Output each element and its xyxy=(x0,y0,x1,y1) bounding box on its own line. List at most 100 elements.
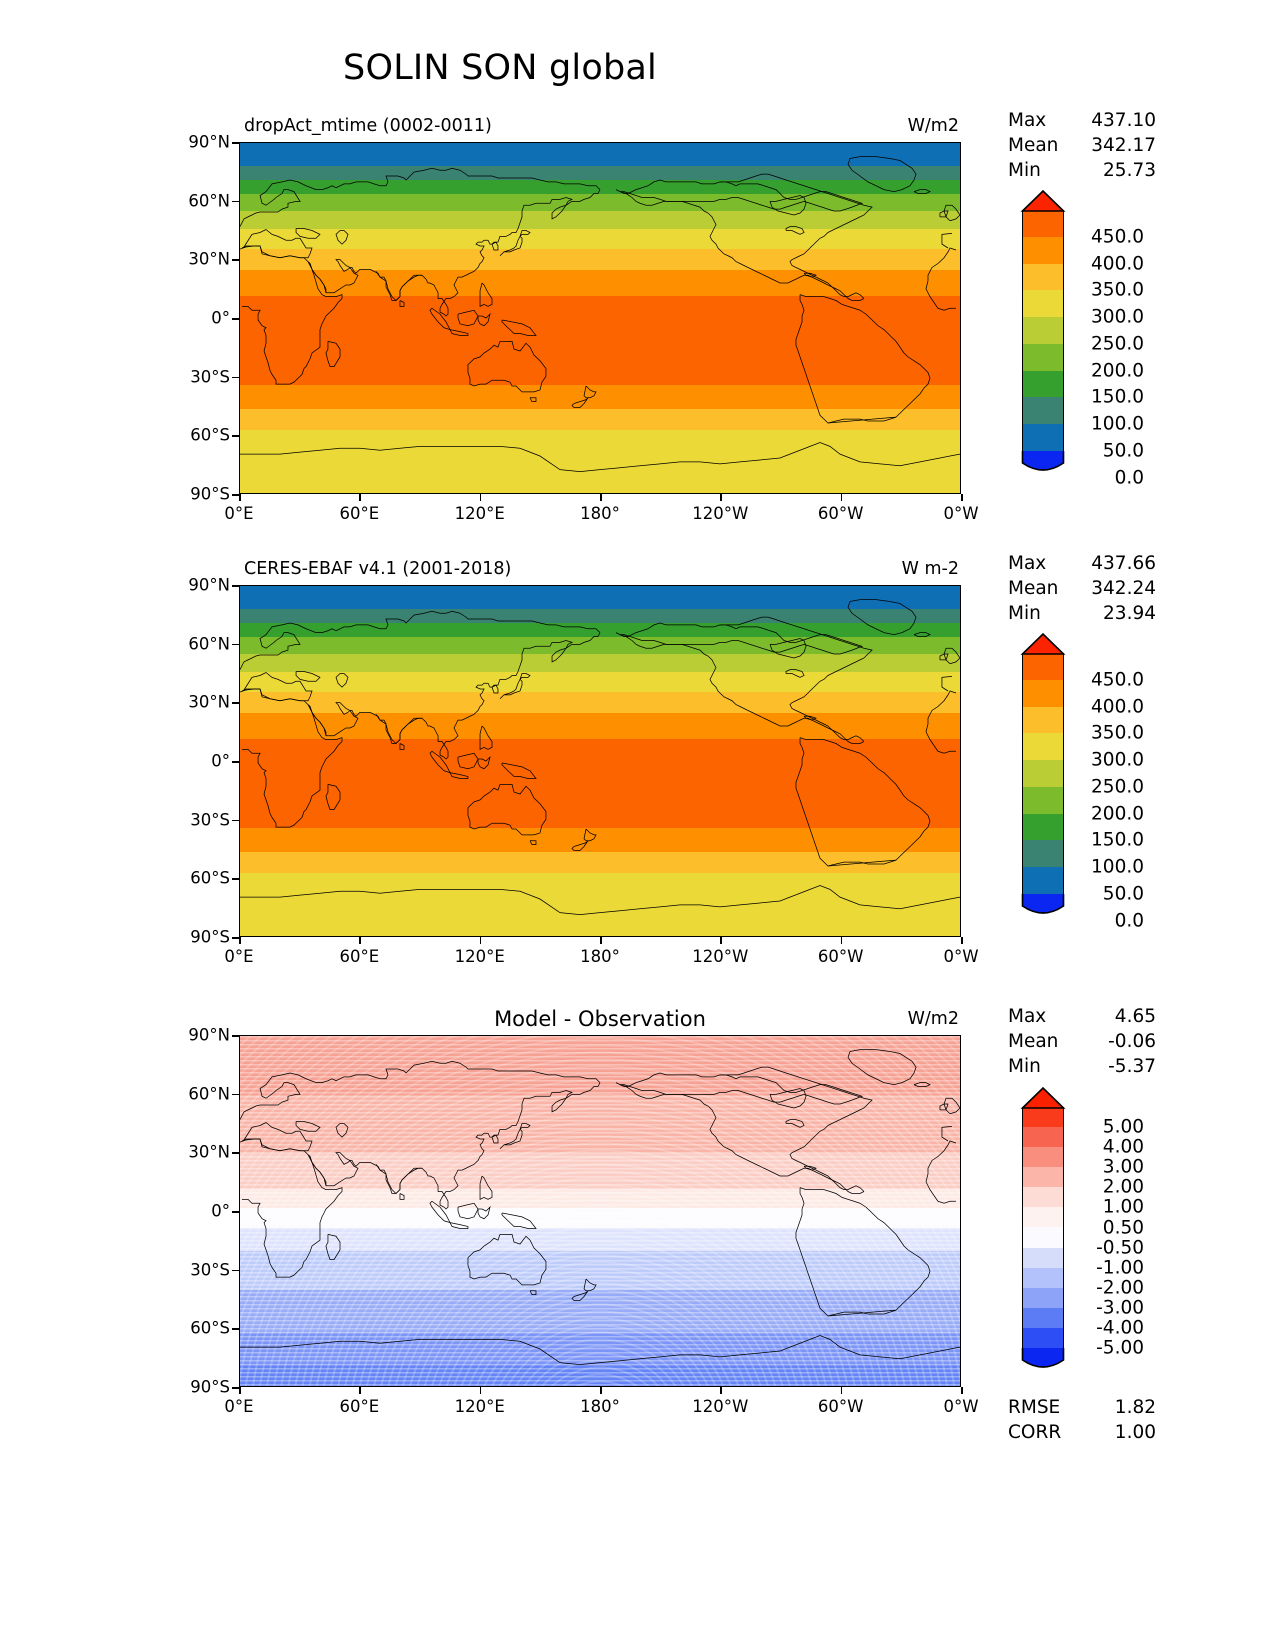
panel-header-observation: CERES-EBAF v4.1 (2001-2018) W m-2 xyxy=(239,559,961,581)
panel-observation: CERES-EBAF v4.1 (2001-2018) W m-2 90°N 60°N… xyxy=(188,559,978,966)
colorbar-segment xyxy=(1023,1187,1063,1208)
stat-row: Min 23.94 xyxy=(1008,601,1156,626)
panel-center-title: Model - Observation xyxy=(494,1007,706,1031)
y-axis-tick-label: 90°N xyxy=(188,575,230,595)
panel-units-label: W/m2 xyxy=(907,116,959,136)
y-axis-tick-label: 90°S xyxy=(190,927,230,947)
panel-difference: Model - Observation W/m2 90°N 60°N 30°N 0° 30°… xyxy=(188,1007,978,1416)
colorbar-segment xyxy=(1023,786,1063,814)
y-axis-tick-label: 60°N xyxy=(188,191,230,211)
y-axis-tick-mark xyxy=(232,376,239,379)
y-axis-tick-mark xyxy=(232,1035,239,1037)
stat-row: Max 437.10 xyxy=(1008,108,1156,133)
y-axis-tick-label: 0° xyxy=(211,751,230,771)
colorbar-tick-label: 400.0 xyxy=(1091,696,1144,718)
colorbar-tick-label: 4.00 xyxy=(1102,1136,1144,1158)
y-axis-tick-mark xyxy=(232,819,239,822)
colorbar-segment xyxy=(1023,1127,1063,1148)
panel-dataset-label: CERES-EBAF v4.1 (2001-2018) xyxy=(244,559,512,579)
colorbar-segment xyxy=(1023,397,1063,425)
y-axis-tick-label: 90°N xyxy=(188,132,230,152)
field-bands xyxy=(240,143,960,493)
colorbar-segment xyxy=(1023,813,1063,841)
colorbar-segment xyxy=(1023,1107,1063,1128)
y-axis-tick-mark xyxy=(232,1328,239,1330)
x-axis-tick-label: 60°W xyxy=(817,1397,864,1416)
y-axis-tick-mark xyxy=(232,1211,239,1213)
stat-row: Min 25.73 xyxy=(1008,158,1156,183)
x-axis-tick-mark xyxy=(479,937,482,944)
y-axis-tick-label: 30°S xyxy=(190,1260,230,1280)
stat-key: Min xyxy=(1008,160,1041,181)
panel-model: dropAct_mtime (0002-0011) W/m2 90°N 60°N 30°… xyxy=(188,116,978,523)
colorbar-extend-top xyxy=(1018,1087,1068,1109)
y-axis-tick-mark xyxy=(232,200,239,203)
colorbar-extend-bottom xyxy=(1018,451,1068,473)
x-axis-tick-label: 60°E xyxy=(339,504,380,523)
x-axis-tick-mark xyxy=(359,1387,361,1394)
x-axis-tick-label: 0°W xyxy=(943,947,979,966)
y-axis-tick-mark xyxy=(232,318,239,320)
y-axis-tick-mark xyxy=(232,1387,239,1389)
score-row: CORR 1.00 xyxy=(1008,1420,1156,1445)
colorbar-tick-label: 300.0 xyxy=(1091,749,1144,771)
colorbar-segment xyxy=(1023,317,1063,344)
x-axis-tick-label: 120°W xyxy=(692,1397,749,1416)
colorbar-tick-label: 250.0 xyxy=(1091,333,1144,355)
colorbar-tick-label: 3.00 xyxy=(1102,1156,1144,1178)
contour-arcs xyxy=(240,1036,960,1386)
colorbar-segment xyxy=(1023,706,1063,734)
x-axis-tick-mark xyxy=(600,937,602,944)
y-axis-tick-mark xyxy=(232,643,239,646)
x-axis-tick-label: 120°W xyxy=(692,947,749,966)
colorbar-difference: 5.00 4.00 3.00 2.00 1.00 0.50 -0.50 -1.00 -2.00-… xyxy=(1020,1087,1144,1368)
x-axis-tick-mark xyxy=(239,1387,241,1394)
stats-model: Max 437.10 Mean 342.17 Min 25.73 xyxy=(1008,108,1156,183)
colorbar-extend-top xyxy=(1018,633,1068,655)
stat-row: Max 437.66 xyxy=(1008,551,1156,576)
colorbar-tick-label: 350.0 xyxy=(1091,722,1144,744)
y-axis-tick-label: 60°S xyxy=(190,425,230,445)
colorbar-segment xyxy=(1023,1227,1063,1248)
stat-row: Mean -0.06 xyxy=(1008,1029,1156,1054)
score-row: RMSE 1.82 xyxy=(1008,1395,1156,1420)
colorbar-segment xyxy=(1023,653,1063,680)
colorbar-segment xyxy=(1023,424,1063,451)
stat-key: Mean xyxy=(1008,1031,1059,1052)
score-value: 1.82 xyxy=(1114,1397,1156,1418)
colorbar-tick-label: -0.50 xyxy=(1096,1237,1144,1259)
colorbar-segment xyxy=(1023,679,1063,707)
colorbar-segment xyxy=(1023,1267,1063,1288)
x-axis-tick-mark xyxy=(840,494,843,501)
stat-value: -5.37 xyxy=(1108,1056,1156,1077)
panel-units-label: W/m2 xyxy=(907,1009,959,1029)
colorbar-segment xyxy=(1023,867,1063,894)
y-axis-tick-mark xyxy=(232,142,239,144)
stat-key: Max xyxy=(1008,1006,1047,1027)
stat-value: -0.06 xyxy=(1108,1031,1156,1052)
y-axis-tick-label: 60°S xyxy=(190,868,230,888)
score-value: 1.00 xyxy=(1114,1422,1156,1443)
colorbar-segment xyxy=(1023,1307,1063,1328)
y-axis-tick-mark xyxy=(232,585,239,587)
map-observation[interactable] xyxy=(239,585,961,937)
colorbar-segment xyxy=(1023,1207,1063,1228)
stat-value: 437.66 xyxy=(1091,553,1156,574)
colorbar-tick-label: 100.0 xyxy=(1091,413,1144,435)
field-bands xyxy=(240,1036,960,1386)
y-axis-tick-label: 30°S xyxy=(190,367,230,387)
y-axis-tick-label: 30°N xyxy=(188,249,230,269)
stat-key: Max xyxy=(1008,110,1047,131)
x-axis-tick-label: 120°E xyxy=(454,1397,505,1416)
map-model[interactable] xyxy=(239,142,961,494)
x-axis-tick-mark xyxy=(479,494,482,501)
colorbar-model: 450.0 400.0 350.0 300.0 250.0 200.0 150.0 100.0… xyxy=(1020,190,1144,488)
map-difference[interactable] xyxy=(239,1035,961,1387)
stat-key: Mean xyxy=(1008,578,1059,599)
stat-value: 23.94 xyxy=(1103,603,1156,624)
y-axis-tick-label: 0° xyxy=(211,308,230,328)
y-axis-tick-mark xyxy=(232,494,239,496)
y-axis-tick-label: 60°S xyxy=(190,1318,230,1338)
stat-value: 25.73 xyxy=(1103,160,1156,181)
stat-value: 342.24 xyxy=(1091,578,1156,599)
